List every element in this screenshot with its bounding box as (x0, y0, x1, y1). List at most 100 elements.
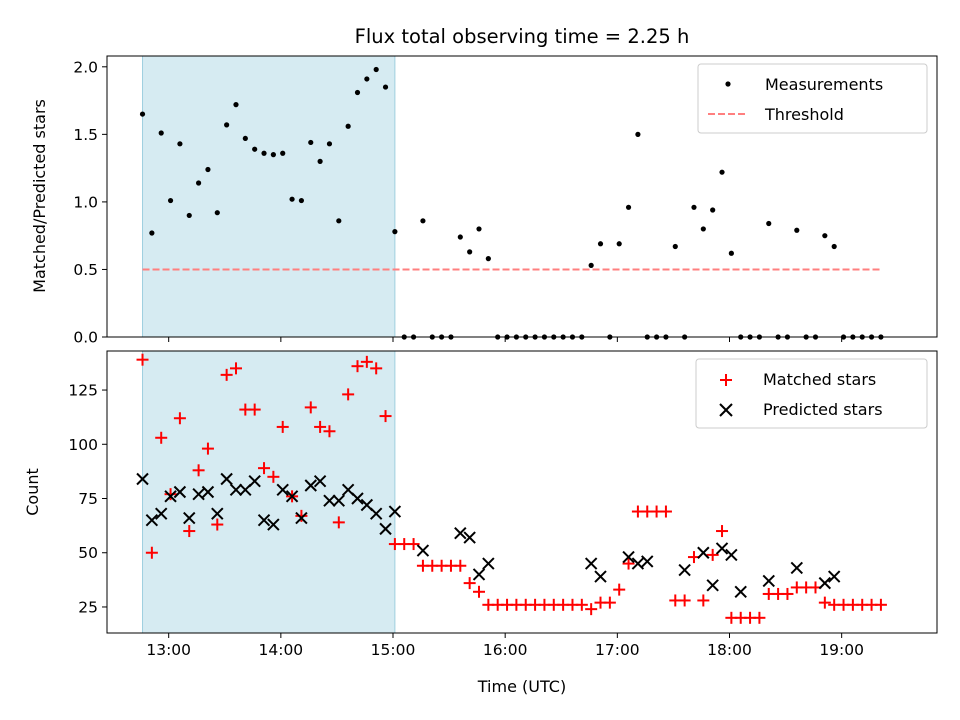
measurement-point (588, 262, 594, 268)
matched-stars-point (267, 470, 280, 483)
measurement-point (625, 204, 632, 210)
x-tick-label: 14:00 (259, 641, 304, 659)
matched-stars-point (136, 353, 149, 366)
measurement-point (467, 249, 473, 255)
measurement-point (691, 204, 697, 210)
predicted-stars-point (416, 544, 430, 557)
predicted-stars-point (818, 576, 832, 590)
y-tick-label: 50 (78, 544, 98, 562)
predicted-stars-point (257, 513, 271, 527)
measurement-point (420, 218, 426, 224)
y-tick-label: 0.5 (73, 261, 98, 279)
legend-matched-marker (720, 374, 732, 386)
matched-stars-point (678, 594, 691, 607)
measurement-point (280, 150, 286, 156)
measurement-point (373, 66, 379, 73)
matched-stars-point (603, 596, 616, 609)
predicted-stars-point (472, 568, 486, 581)
predicted-stars-point (388, 505, 402, 518)
measurement-point (728, 250, 734, 256)
predicted-stars-point (276, 483, 289, 497)
predicted-stars-point (706, 579, 719, 592)
measurement-point (700, 226, 706, 232)
measurement-point (224, 122, 230, 128)
matched-stars-point (295, 509, 308, 522)
matched-stars-point (874, 598, 887, 611)
matched-stars-point (781, 587, 794, 600)
x-tick-label: 19:00 (819, 641, 864, 659)
predicted-stars-point (454, 527, 467, 540)
bottom-y-axis-label: Count (23, 468, 42, 516)
bottom-legend[interactable]: Matched stars Predicted stars (695, 358, 928, 429)
predicted-stars-point (463, 531, 476, 544)
legend-threshold-label: Threshold (764, 105, 844, 124)
predicted-stars-point (790, 561, 804, 575)
predicted-stars-point (379, 522, 392, 536)
matched-stars-point (659, 505, 672, 518)
predicted-stars-point (734, 585, 747, 598)
predicted-stars-point (220, 472, 233, 486)
matched-stars-point (463, 577, 476, 590)
legend-measurements-label: Measurements (765, 75, 883, 94)
matched-stars-point (575, 598, 588, 611)
x-tick-label: 16:00 (483, 641, 528, 659)
predicted-stars-point (622, 550, 635, 564)
predicted-stars-point (229, 483, 243, 497)
top-y-ticks: 0.0 0.5 1.0 1.5 2.0 (73, 58, 107, 347)
y-tick-label: 2.0 (73, 58, 98, 76)
predicted-stars-point (183, 511, 196, 525)
legend-matched-label: Matched stars (763, 370, 876, 389)
predicted-stars-point (715, 542, 729, 555)
predicted-stars-point (155, 507, 168, 520)
matched-stars-point (342, 388, 355, 401)
predicted-stars-point (173, 485, 187, 499)
measurement-point (354, 89, 361, 96)
measurement-point (364, 76, 370, 82)
measurement-point (822, 233, 828, 239)
y-tick-label: 1.0 (73, 193, 98, 211)
matched-stars-point (697, 594, 710, 607)
measurement-point (149, 230, 155, 236)
predicted-stars-point (211, 507, 224, 520)
measurement-point (392, 229, 398, 235)
predicted-stars-point (482, 557, 495, 570)
matched-stars-point (164, 488, 177, 501)
measurement-point (597, 241, 604, 247)
legend-measurements-marker (725, 81, 731, 87)
measurement-point (289, 196, 295, 202)
observing-window-shade-bottom (142, 350, 396, 634)
observing-window-shade-top (142, 55, 396, 338)
x-tick-label: 17:00 (595, 641, 640, 659)
y-tick-label: 25 (78, 598, 98, 616)
measurement-point (672, 243, 678, 250)
matched-stars-point (454, 559, 467, 572)
matched-stars-point (304, 401, 317, 414)
measurement-point (317, 158, 323, 164)
measurement-point (831, 243, 837, 250)
predicted-stars-point (145, 513, 159, 527)
predicted-stars-point (678, 563, 691, 577)
top-legend[interactable]: Measurements Threshold (697, 63, 928, 134)
predicted-stars-point (594, 570, 607, 583)
measurement-point (252, 146, 258, 152)
bottom-legend-box (695, 358, 928, 429)
matched-stars-point (248, 403, 261, 416)
measurement-point (139, 111, 146, 117)
matched-stars-point (314, 420, 327, 433)
measurement-point (214, 210, 220, 216)
predicted-stars-point (323, 494, 336, 507)
measurement-point (719, 169, 725, 175)
predicted-stars-point (369, 507, 383, 520)
matched-stars-point (351, 360, 364, 373)
measurement-point (298, 197, 305, 204)
predicted-stars-point (136, 472, 149, 486)
measurement-point (261, 150, 267, 156)
x-axis-label: Time (UTC) (477, 677, 566, 696)
predicted-stars-point (313, 474, 327, 488)
bottom-x-ticks: 13:00 14:00 15:00 16:00 17:00 18:00 19:00 (146, 633, 864, 659)
measurement-point (476, 226, 482, 232)
predicted-stars-point (267, 518, 280, 531)
matched-stars-point (323, 425, 336, 438)
predicted-stars-point (351, 492, 364, 505)
